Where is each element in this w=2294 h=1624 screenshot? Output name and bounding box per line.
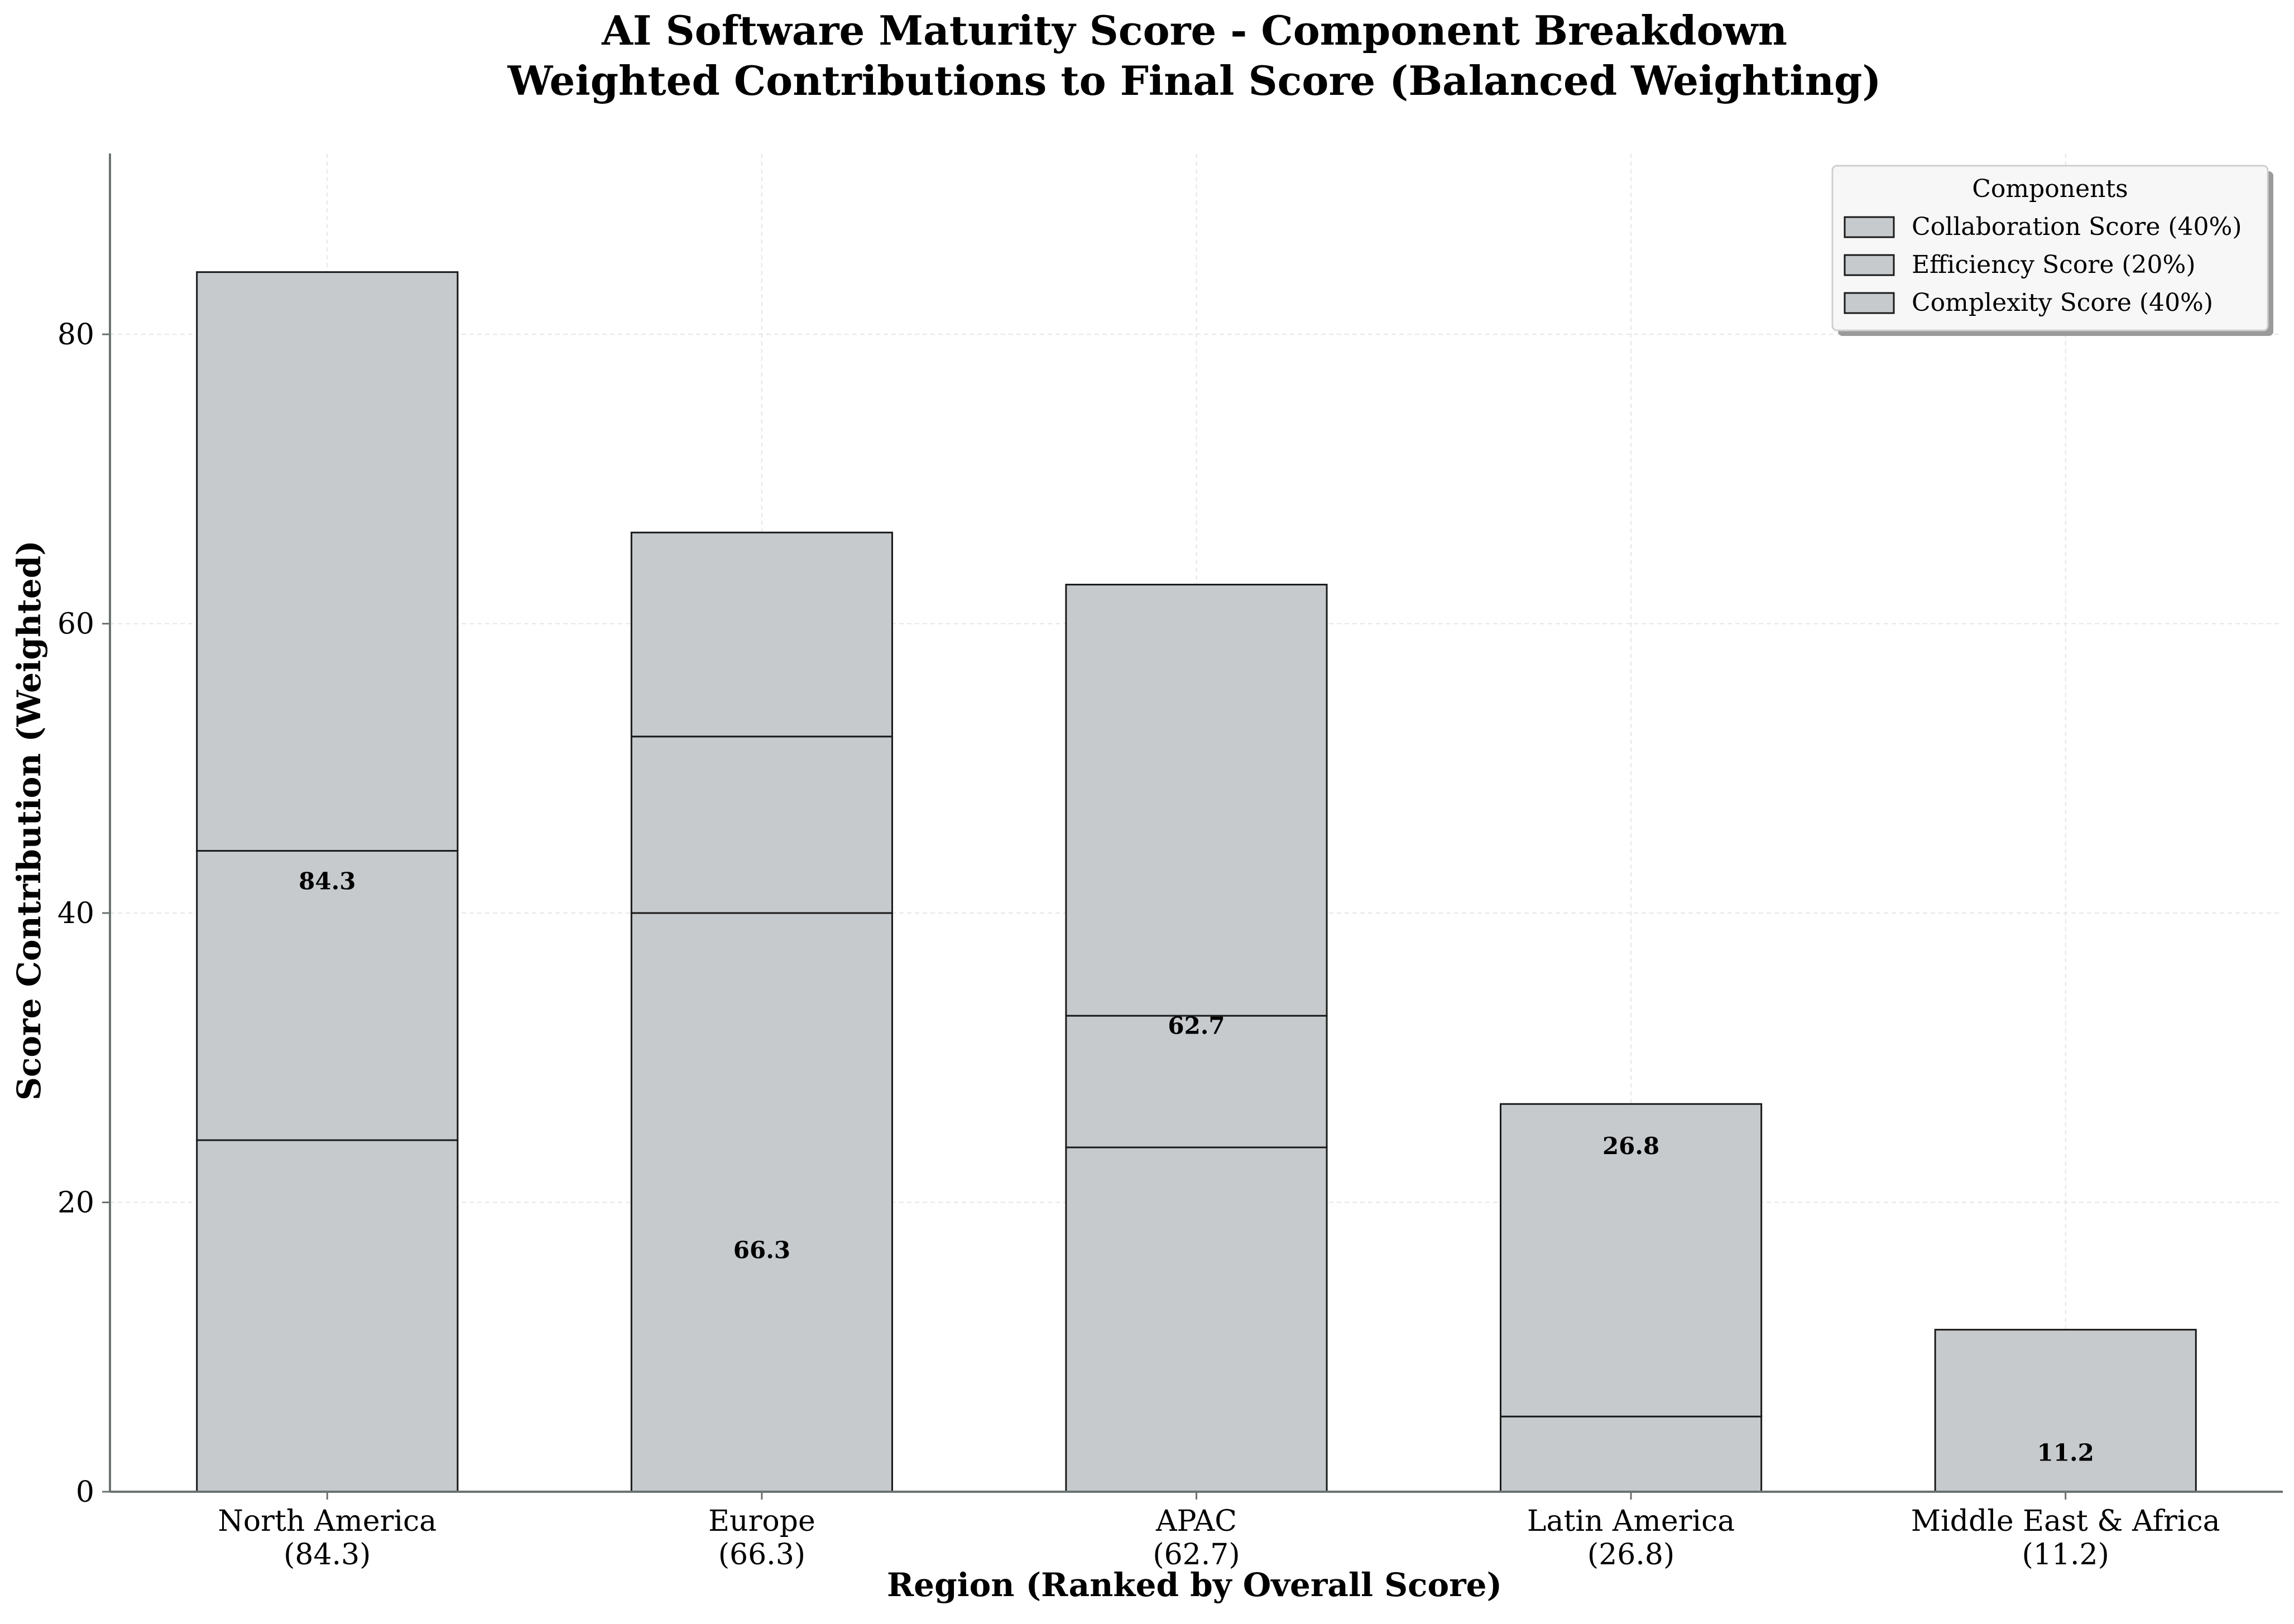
y-tick-label: 0 — [76, 1476, 94, 1509]
bar-segment — [1500, 1415, 1763, 1493]
legend-entry: Complexity Score (40%) — [1912, 289, 2213, 317]
x-tick-total: (62.7) — [1153, 1538, 1240, 1572]
bar-total-label: 11.2 — [2037, 1439, 2094, 1466]
bar-segment — [1065, 1146, 1328, 1493]
bar-total-label: 66.3 — [733, 1236, 790, 1263]
chart-subtitle: Weighted Contributions to Final Score (B… — [507, 57, 1882, 104]
bar-total-label: 62.7 — [1168, 1012, 1225, 1040]
legend-swatch — [1844, 254, 1895, 276]
bar-segment — [1065, 1015, 1328, 1149]
y-tick-label: 40 — [57, 897, 94, 930]
x-tick-total: (84.3) — [284, 1538, 371, 1572]
bar-segment — [1934, 1329, 2197, 1493]
legend: Components Collaboration Score (40%) Effic… — [1831, 165, 2273, 336]
bar-segment — [1065, 584, 1328, 1017]
y-tick-label: 20 — [57, 1186, 94, 1220]
chart-title: AI Software Maturity Score - Component B… — [601, 7, 1787, 54]
bar-segment — [196, 850, 459, 1141]
bar-total-label: 26.8 — [1602, 1132, 1659, 1160]
y-axis-label: Score Contribution (Weighted) — [10, 540, 48, 1101]
bar-total-labels: 84.3 66.3 62.7 26.8 11.2 — [299, 867, 2094, 1466]
legend-entry: Collaboration Score (40%) — [1912, 213, 2242, 241]
x-tick-label: Middle East & Africa — [1911, 1505, 2220, 1538]
legend-swatch — [1844, 292, 1895, 314]
bar-segment — [1500, 1103, 1763, 1418]
y-tick-label: 80 — [57, 318, 94, 352]
bar-segment — [196, 1139, 459, 1493]
legend-swatch — [1844, 216, 1895, 238]
x-tick-label: Latin America — [1527, 1505, 1735, 1538]
legend-box — [1831, 165, 2269, 331]
x-tick-label: North America — [218, 1505, 436, 1538]
bar-segment — [196, 271, 459, 852]
axes-group: 0 20 40 60 80 North America(84.3) Europe(66.3)… — [57, 153, 2283, 1572]
x-axis-label: Region (Ranked by Overall Score) — [887, 1566, 1502, 1604]
legend-entry: Efficiency Score (20%) — [1912, 251, 2196, 279]
bars-group — [196, 271, 2197, 1493]
x-tick-total: (26.8) — [1587, 1538, 1674, 1572]
y-tick-label: 60 — [57, 608, 94, 641]
x-tick-label: Europe — [708, 1505, 815, 1538]
bar-segment — [630, 531, 893, 738]
bar-segment — [630, 912, 893, 1493]
x-tick-total: (11.2) — [2022, 1538, 2109, 1572]
x-tick-total: (66.3) — [718, 1538, 805, 1572]
x-tick-label: APAC — [1155, 1505, 1237, 1538]
bar-total-label: 84.3 — [299, 867, 356, 895]
legend-title: Components — [1972, 175, 2128, 203]
bar-segment — [630, 736, 893, 914]
